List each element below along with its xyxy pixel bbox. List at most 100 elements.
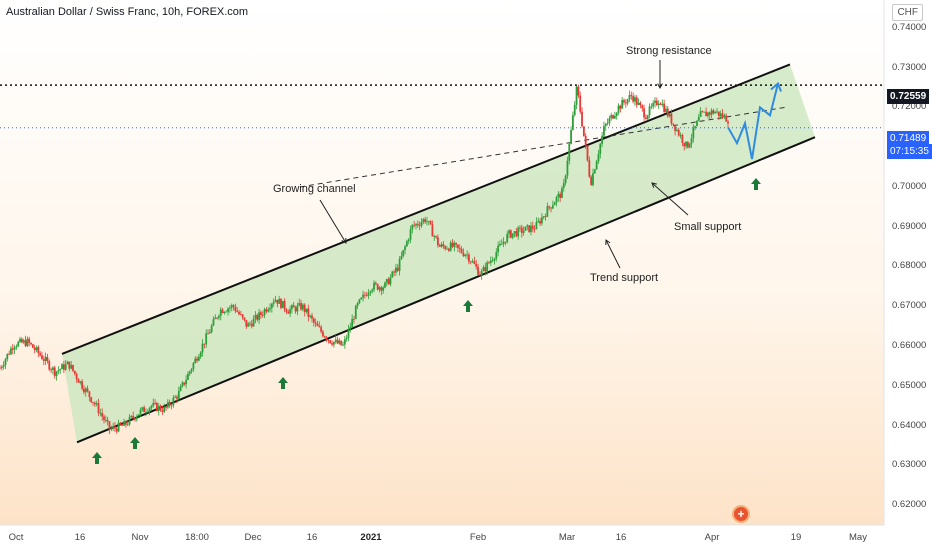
candle-body [263,309,266,316]
annotation-pointer [319,199,347,244]
candle-body [4,359,7,366]
candle-body [342,344,344,346]
candle-body [300,303,302,310]
candle-body [626,99,629,104]
candle-body [676,129,678,131]
candle-body [289,309,292,314]
projection-path [727,83,779,160]
candle-body [126,424,129,426]
candle-body [561,188,563,198]
candle-body [72,364,74,371]
candle-body [504,241,507,243]
candle-body [396,267,399,271]
settings-badge-icon[interactable]: + [732,505,750,523]
candle-body [106,419,109,422]
candle-body [542,216,545,218]
candle-body [283,300,286,310]
candle-body [320,327,323,332]
resistance-price-badge: 0.72559 [887,89,930,104]
candle-body [613,115,616,119]
candle-body [608,118,611,123]
candle-body [114,426,116,429]
candle-body [84,388,87,393]
candle-body [31,344,34,348]
candle-body [511,233,514,238]
candle-body [176,396,178,399]
candle-body [46,356,49,362]
candle-body [194,358,197,364]
candle-body [612,115,614,119]
candle-body [652,102,655,107]
candle-body [665,108,667,112]
candle-body [657,103,660,106]
candle-body [513,231,516,234]
candle-body [132,415,135,418]
x-tick-label: Feb [469,532,487,543]
candle-body [55,371,58,376]
candle-body [597,154,600,162]
candle-body [517,227,520,237]
candle-body [316,323,319,327]
candle-body [95,403,98,405]
candle-body [568,143,571,161]
candle-body [458,247,461,249]
candle-body [433,236,436,237]
candle-body [57,370,60,372]
candle-body [579,95,582,112]
candle-body [562,183,565,189]
candle-body [668,113,671,117]
candle-body [150,405,153,408]
candle-body [8,353,11,355]
candle-body [336,339,339,344]
candle-body [53,367,56,376]
candle-body [696,120,698,127]
candle-body [101,412,104,417]
current-price-badge: 0.71489 [887,131,930,146]
up-arrow-icon [751,178,761,190]
y-tick-label: 0.68000 [892,260,927,272]
candle-body [318,326,321,328]
candle-body [311,315,313,319]
annotation-strong-resistance: Strong resistance [626,45,712,57]
candle-body [108,421,111,430]
candle-body [444,246,447,249]
candle-body [367,292,370,296]
candle-body [280,298,282,308]
candle-body [287,311,290,314]
candle-body [431,224,434,237]
candle-body [92,402,94,404]
candle-body [245,319,248,327]
candle-body [301,304,304,310]
currency-button[interactable]: CHF [892,4,923,21]
candle-body [639,102,642,106]
candle-body [225,311,228,313]
candle-body [170,405,173,407]
candle-body [347,329,350,338]
candle-body [654,100,656,103]
candle-body [28,338,31,343]
candle-body [586,145,589,161]
candle-body [699,111,702,117]
up-arrow-icon [463,300,473,312]
candle-body [285,309,288,312]
x-tick-label: 16 [615,532,627,543]
candle-body [349,326,352,330]
candle-body [721,113,724,118]
annotation-pointer-head [605,239,611,246]
candle-body [705,111,708,117]
candle-body [340,340,343,346]
candle-body [123,421,125,426]
candle-body [79,381,82,383]
candle-body [573,104,576,116]
candle-body [232,305,235,307]
candle-body [99,412,102,414]
candle-body [371,289,374,292]
candle-body [519,227,521,229]
chart-title: Australian Dollar / Swiss Franc, 10h, FO… [6,6,249,18]
candle-body [533,228,536,230]
candle-body [480,271,483,276]
candle-body [644,117,647,120]
candle-body [128,416,131,425]
candle-body [683,142,686,147]
